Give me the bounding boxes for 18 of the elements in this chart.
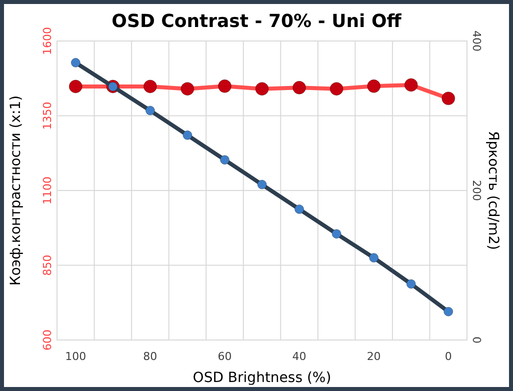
y-tick-label: 1350 [41,102,54,130]
y2-tick-label: 0 [470,336,483,344]
x-tick-label: 40 [292,350,306,363]
y-axis-title: Коэф.контрастности (x:1) [8,95,24,286]
x-tick-label: 0 [444,350,452,363]
x-tick-label: 20 [366,350,381,363]
x-tick-label: 100 [65,350,86,363]
y-tick-label: 1600 [41,27,54,55]
y2-axis-title: Яркость (cd/m2) [485,131,501,250]
x-tick-label: 80 [143,350,158,363]
x-tick-label: 60 [218,350,232,363]
y2-tick-label: 200 [470,180,483,201]
y-tick-label: 1100 [41,176,54,204]
x-axis-title: OSD Brightness (%) [192,370,332,386]
chart-title: OSD Contrast - 70% - Uni Off [112,11,402,32]
y2-tick-label: 400 [470,30,483,52]
y-tick-label: 600 [41,330,54,350]
y-tick-label: 850 [41,254,54,276]
